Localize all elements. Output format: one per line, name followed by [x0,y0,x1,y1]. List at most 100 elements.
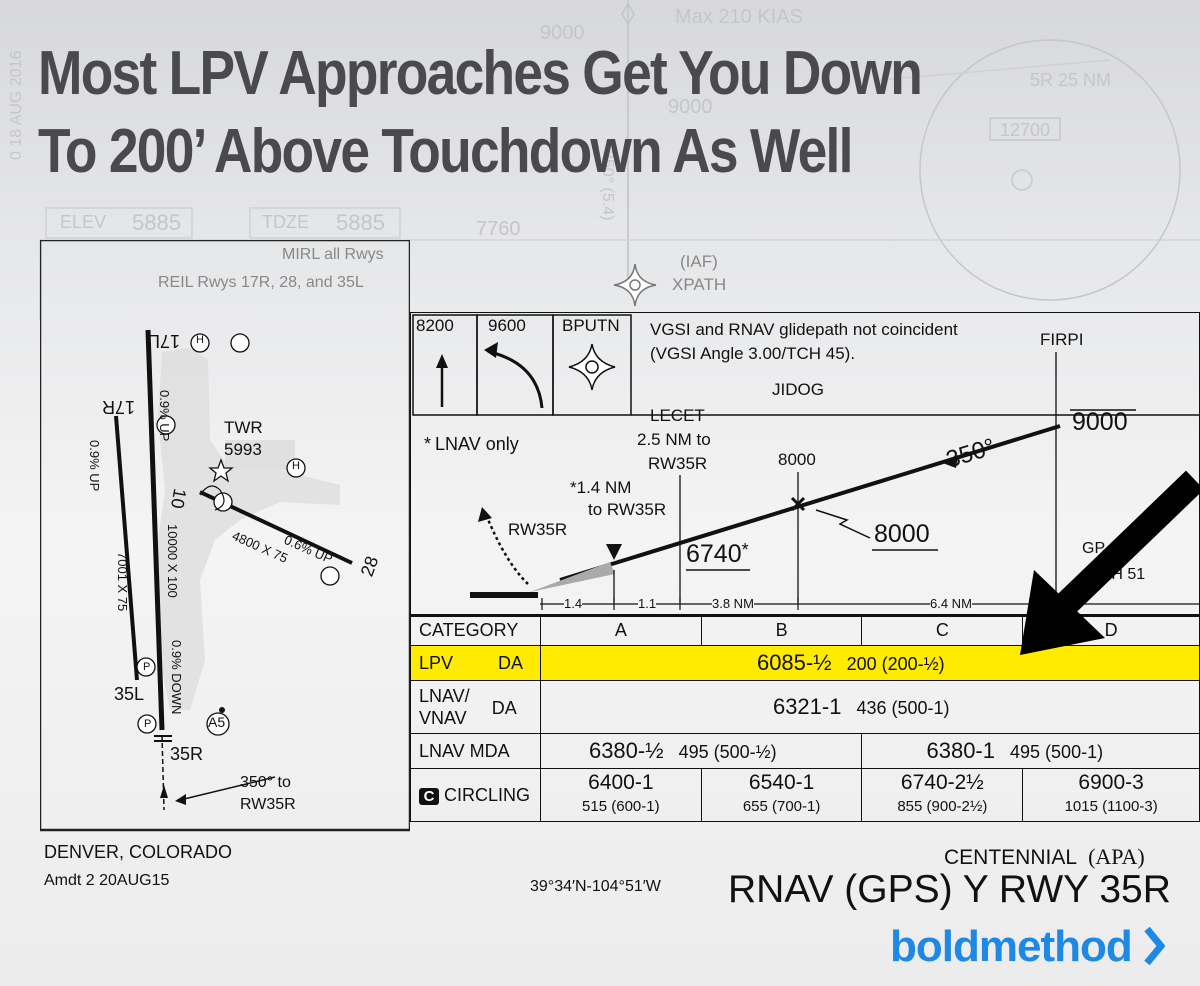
lnav-only-note: * LNAV only [424,434,519,454]
circling-A: 6400-1 515 (600-1) [539,768,702,822]
lnav-label: LNAV MDA [410,733,541,769]
circling-C-hat: 855 (900-2½) [897,798,988,815]
footer-airport-id: (APA) [1088,844,1145,869]
rw35r-label: RW35R [508,520,568,539]
sdf-distance-text: 1.4 NM [576,478,632,497]
tdze-value: 5885 [336,210,385,235]
headline-line1: Most LPV Approaches Get You Down [38,39,923,108]
circling-label: C CIRCLING [410,768,541,822]
parking-icon-2: P [144,718,152,730]
lnav-vnav-row: LNAV/ VNAV DA 6321-1 436 (500-1) [410,680,1200,734]
circling-icon: C [419,787,439,805]
circling-D-hat: 1015 (1100-3) [1064,798,1158,815]
lnav-vnav-hat: 436 (500-1) [856,698,950,718]
vgsi-note-2: (VGSI Angle 3.00/TCH 45). [650,344,856,363]
circling-A-hat: 515 (600-1) [582,798,660,815]
lecet-distance: 2.5 NM to [637,430,711,449]
circling-D: 6900-3 1015 (1100-3) [1022,768,1200,822]
segment-4: 6.4 NM [930,596,972,611]
segment-3: 3.8 NM [712,596,754,611]
lnav-ab-minimums: 6380-½ 495 (500-½) [539,733,863,769]
lnav-ab-value: 6380-½ [588,738,664,763]
circling-B-value: 6540-1 [748,771,815,794]
tower-label: TWR [224,418,263,437]
segment-1: 1.4 [564,596,583,611]
circling-B-hat: 655 (700-1) [742,798,821,815]
iaf-label: (IAF) [680,252,718,271]
elev-value: 5885 [132,210,181,235]
sdf-distance: *1.4 NM [570,478,632,497]
lpv-da-value: 6085-½ [756,650,832,675]
pointer-arrow [1020,470,1200,655]
category-label: CATEGORY [410,614,541,646]
footer-airport: CENTENNIAL (APA) [944,844,1145,870]
alt-9000-faded: 9000 [540,22,585,44]
hotspot-A5: A5 [208,714,226,730]
lecet-altitude-value: 6740 [686,540,742,568]
footer-airport-name: CENTENNIAL [944,846,1077,869]
brand-name: boldmethod [890,922,1133,971]
lpv-da: DA [498,652,524,673]
max-speed-faded: Max 210 KIAS [675,6,803,28]
gradient-35R: 0.9% DOWN [169,640,184,715]
procedure-title: RNAV (GPS) Y RWY 35R [728,868,1171,911]
runway-17R-label: 17R [102,397,136,417]
jidog-label: JIDOG [772,380,824,399]
runway-35R-label: 35R [170,744,204,764]
turn-altitude: 9600 [488,316,526,335]
footer-amendment: Amdt 2 20AUG15 [44,872,170,889]
gradient-17R: 0.9% UP [87,440,102,492]
firpi-altitude: 9000 [1072,408,1128,436]
category-A: A [539,614,702,646]
jidog-altitude: 8000 [778,450,816,469]
lnav-vnav-value: 6321-1 [772,694,842,719]
course-label-2: RW35R [240,796,296,813]
helipad-icon-2: H [292,460,300,472]
jidog-crossing-altitude: 8000 [874,520,930,548]
gradient-17L: 0.9% UP [157,390,172,442]
alt-9000-faded-b: 9000 [668,96,713,118]
alt-12700-faded: 12700 [1000,120,1051,140]
segment-2: 1.1 [638,596,657,611]
lnav-cd-minimums: 6380-1 495 (500-1) [861,733,1200,769]
lnav-only-text: LNAV only [435,434,519,454]
holding-fix: BPUTN [562,316,620,335]
minimums-table: CATEGORY A B C D LPV DA 6085-½ 200 (200-… [410,614,1200,822]
dimensions-17L: 10000 X 100 [165,524,180,598]
firpi-label: FIRPI [1040,330,1084,349]
lnav-vnav-text-1: LNAV/ [419,686,470,706]
dimensions-17R: 7001 X 75 [115,552,130,612]
elev-label: ELEV [60,212,107,232]
vgsi-note-1: VGSI and RNAV glidepath not coincident [650,320,958,339]
circling-B: 6540-1 655 (700-1) [700,768,863,822]
helipad-icon: H [196,334,204,346]
dist-faded: 5R 25 NM [1030,70,1112,90]
circling-C: 6740-2½ 855 (900-2½) [861,768,1024,822]
lecet-altitude: 6740* [686,540,749,568]
lnav-ab-hat: 495 (500-½) [678,742,777,762]
date-edge-faded: 0 18 AUG 2016 [8,50,25,160]
lecet-label: LECET [650,406,705,425]
lighting-note-2: REIL Rwys 17R, 28, and 35L [158,274,364,291]
lnav-vnav-label: LNAV/ VNAV DA [410,680,541,734]
lighting-note-1: MIRL all Rwys [282,246,384,263]
category-C: C [861,614,1024,646]
circling-C-value: 6740-2½ [900,771,984,794]
lpv-text: LPV [419,652,454,673]
footer-city: DENVER, COLORADO [44,842,233,862]
climb-altitude: 8200 [416,316,454,335]
alt-7760-faded: 7760 [476,218,521,240]
headline-line2: To 200’ Above Touchdown As Well [38,117,853,186]
lnav-cd-value: 6380-1 [926,738,995,763]
lpv-minimums: 6085-½ 200 (200-½) [539,645,1200,681]
tower-elevation: 5993 [224,440,262,459]
lnav-vnav-da: DA [491,698,517,718]
lpv-hat: 200 (200-½) [846,654,945,674]
course-label-1: 350° to [240,774,291,791]
sdf-runway: to RW35R [588,500,667,519]
lnav-cd-hat: 495 (500-1) [1010,742,1104,762]
airport-diagram [40,240,410,832]
runway-10-label: 10 [166,486,191,511]
footer-coordinates: 39°34′N-104°51′W [530,878,661,895]
lecet-runway: RW35R [648,454,708,473]
